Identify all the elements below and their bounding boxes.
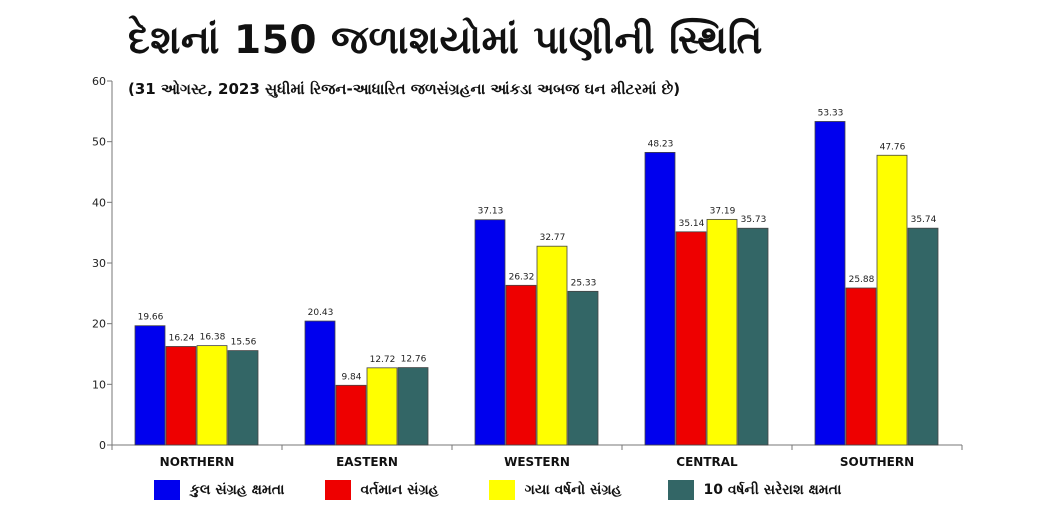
bar [196,345,228,446]
data-label: 53.33 [818,108,844,118]
data-label: 26.32 [509,272,535,282]
data-label: 35.73 [741,215,767,225]
data-label: 16.24 [169,333,195,343]
x-tick-label: SOUTHERN [840,455,914,469]
bar [397,367,429,446]
legend-swatch [154,480,180,500]
legend-swatch [488,480,515,500]
y-tick-label: 0 [99,439,106,452]
data-label: 9.84 [341,372,361,382]
chart-subtitle: (31 ઓગસ્ટ, 2023 સુધીમાં રિજન-આધારિત જળસં… [128,80,681,98]
legend-item-total-capacity: કુલ સંગ્રહ ક્ષમતા [154,480,285,500]
x-tick-label: WESTERN [504,455,570,469]
data-label: 20.43 [308,308,334,318]
bar [876,154,908,446]
data-label: 12.76 [401,355,427,365]
bar [737,227,769,446]
y-tick-label: 20 [92,318,106,331]
data-label: 15.56 [231,338,257,348]
chart-legend: કુલ સંગ્રહ ક્ષમતા વર્તમાન સંગ્રહ ગયા વર્… [154,480,841,500]
y-tick-label: 10 [92,378,106,391]
bar [165,346,197,446]
bar [907,227,939,446]
legend-label: વર્તમાન સંગ્રહ [360,482,439,498]
data-label: 12.72 [370,355,396,365]
bar [814,121,846,446]
x-tick-label: CENTRAL [676,455,738,469]
bar [366,367,398,446]
legend-item-last-year-storage: ગયા વર્ષનો સંગ્રહ [488,480,622,500]
y-tick-label: 40 [92,196,106,209]
data-label: 47.76 [880,142,906,152]
bar [675,231,707,446]
bar [845,287,877,446]
data-label: 35.14 [679,219,705,229]
y-tick-label: 60 [92,75,106,88]
bar [304,320,336,446]
y-tick-label: 50 [92,136,106,149]
data-label: 16.38 [200,333,226,343]
legend-item-ten-year-average: 10 વર્ષની સરેરાશ ક્ષમતા [667,480,842,500]
x-tick-label: NORTHERN [160,455,235,469]
data-label: 37.13 [478,207,504,217]
data-label: 25.33 [571,278,597,288]
bar [505,284,537,446]
data-label: 25.88 [849,275,875,285]
data-label: 48.23 [648,139,674,149]
bar [474,219,506,446]
data-label: 35.74 [911,215,937,225]
legend-label: ગયા વર્ષનો સંગ્રહ [524,482,622,498]
legend-swatch [324,480,351,500]
legend-label: કુલ સંગ્રહ ક્ષમતા [190,482,285,498]
data-label: 32.77 [540,233,566,243]
legend-item-current-storage: વર્તમાન સંગ્રહ [324,480,439,500]
legend-label: 10 વર્ષની સરેરાશ ક્ષમતા [703,482,842,498]
bar [227,350,259,446]
bar [335,384,367,446]
data-label: 19.66 [138,313,164,323]
chart-title: દેશનાં 150 જળાશયોમાં પાણીની સ્થિતિ [128,18,763,63]
legend-swatch [667,480,694,500]
y-tick-label: 30 [92,257,106,270]
data-label: 37.19 [710,206,736,216]
bar [567,290,599,446]
bar [706,218,738,446]
bar [536,245,568,446]
bar [644,152,676,446]
bar-chart: 0 10 20 30 40 50 60 19.66 16.24 16.38 15.56 NORTHER… [92,75,963,469]
bar [134,325,166,446]
x-tick-label: EASTERN [336,455,398,469]
